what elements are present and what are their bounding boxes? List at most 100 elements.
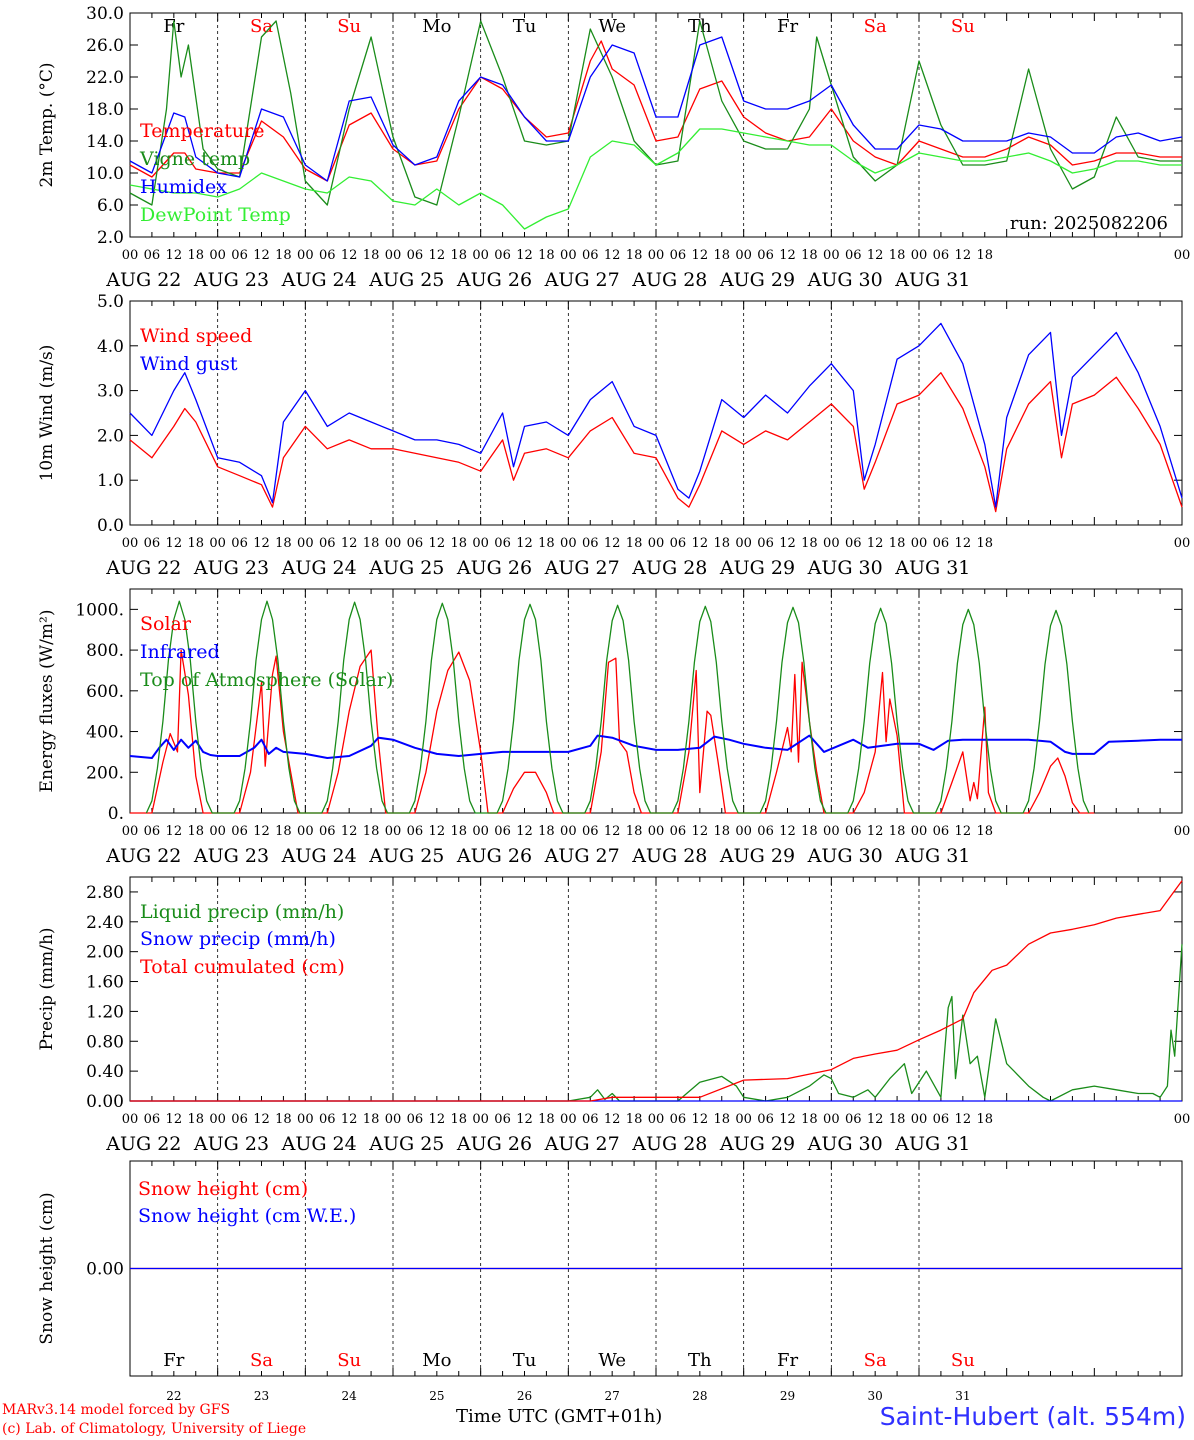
y-tick-label: 5.0	[97, 292, 124, 312]
x-hour-label: 06	[319, 536, 336, 551]
y-tick-label: 1.0	[97, 471, 124, 491]
x-hour-label: 06	[757, 248, 774, 263]
legend-entry: Solar	[140, 613, 192, 635]
x-hour-label: 18	[538, 1112, 555, 1127]
x-hour-label: 18	[976, 1112, 993, 1127]
x-hour-label: 06	[757, 536, 774, 551]
x-date-label: AUG 26	[456, 557, 532, 579]
series-line-humidex	[129, 36, 1183, 182]
series-line-wind-gust	[129, 322, 1183, 508]
station-name: Saint-Hubert (alt. 554m)	[879, 1402, 1186, 1431]
weekday-label: We	[598, 16, 626, 37]
y-tick-label: 2.00	[86, 943, 124, 963]
x-date-label: AUG 29	[719, 1133, 795, 1155]
x-hour-label: 18	[801, 824, 818, 839]
x-hour-label: 00	[1174, 1112, 1191, 1127]
y-tick-label: 22.0	[86, 68, 124, 88]
x-hour-label: 12	[867, 1112, 884, 1127]
series-line-vigne-temp	[129, 20, 1182, 206]
weekday-label: Fr	[777, 16, 798, 37]
series-line-total-cumulated-cm-	[130, 880, 1183, 1102]
x-date-label: AUG 28	[631, 557, 707, 579]
x-hour-label: 12	[692, 248, 709, 263]
x-hour-label: 12	[516, 1112, 533, 1127]
x-hour-label: 00	[735, 536, 752, 551]
legend-entry: Top of Atmosphere (Solar)	[140, 669, 393, 691]
x-hour-label: 12	[166, 1112, 183, 1127]
x-hour-label: 00	[122, 536, 139, 551]
series-line-top-of-atmosphere-solar-	[145, 600, 1090, 814]
x-hour-label: 18	[363, 824, 380, 839]
x-date-label: AUG 23	[193, 1133, 269, 1155]
y-tick-label: 0.40	[86, 1062, 124, 1082]
x-hour-label: 18	[626, 536, 643, 551]
x-date-label: AUG 30	[807, 269, 883, 291]
legend-entry: Wind gust	[140, 353, 238, 375]
x-hour-label: 12	[166, 248, 183, 263]
x-date-label: AUG 31	[894, 845, 970, 867]
x-hour-label: 06	[582, 824, 599, 839]
series-line-wind-speed	[129, 372, 1183, 513]
run-annotation: run: 2025082206	[1010, 213, 1168, 234]
x-hour-label: 06	[845, 536, 862, 551]
x-hour-label: 18	[626, 1112, 643, 1127]
x-hour-label: 00	[1174, 824, 1191, 839]
y-tick-label: 1000.	[75, 600, 124, 620]
x-hour-label: 00	[297, 1112, 314, 1127]
x-hour-label: 12	[604, 1112, 621, 1127]
x-date-label: AUG 25	[368, 269, 444, 291]
y-tick-label: 0.00	[86, 1092, 124, 1112]
x-hour-label: 00	[385, 824, 402, 839]
y-tick-label: 0.0	[97, 516, 124, 536]
x-hour-label: 00	[297, 824, 314, 839]
x-hour-label: 00	[209, 1112, 226, 1127]
meteogram: 30.0 26.0 22.0 18.0 14.0 10.0 6.0 2.0 2m Temp. (…	[37, 4, 1191, 1400]
weekday-label: Tu	[513, 1350, 537, 1371]
x-hour-label: 18	[626, 824, 643, 839]
lab-credit: (c) Lab. of Climatology, University of L…	[2, 1421, 307, 1437]
x-hour-label: 18	[275, 824, 292, 839]
x-hour-label: 00	[560, 248, 577, 263]
x-date-label: AUG 30	[807, 557, 883, 579]
x-hour-label: 12	[955, 248, 972, 263]
x-hour-label: 06	[319, 248, 336, 263]
x-hour-label: 06	[319, 824, 336, 839]
x-hour-label: 18	[713, 248, 730, 263]
x-hour-label: 00	[735, 248, 752, 263]
x-date-label: AUG 30	[807, 845, 883, 867]
x-hour-label: 06	[494, 248, 511, 263]
weekday-label: Su	[337, 16, 361, 37]
x-hour-label: 00	[209, 824, 226, 839]
x-hour-label: 12	[253, 824, 270, 839]
legend-entry: Vigne temp	[139, 148, 250, 170]
x-hour-label: 06	[582, 248, 599, 263]
model-credit: MARv3.14 model forced by GFS	[2, 1402, 231, 1418]
x-date-label: AUG 28	[631, 1133, 707, 1155]
x-hour-label: 00	[911, 1112, 928, 1127]
x-date-label: AUG 25	[368, 1133, 444, 1155]
x-hour-label: 00	[385, 536, 402, 551]
series-line-dewpoint-temp	[129, 128, 1182, 230]
x-hour-label: 06	[670, 536, 687, 551]
x-hour-label: 12	[253, 1112, 270, 1127]
x-date-label: AUG 29	[719, 557, 795, 579]
x-hour-label: 12	[955, 536, 972, 551]
x-hour-label: 12	[429, 824, 446, 839]
weekday-label: Mo	[422, 16, 451, 37]
y-tick-label: 2.0	[97, 426, 124, 446]
x-hour-label: 12	[516, 824, 533, 839]
x-hour-label: 18	[538, 248, 555, 263]
x-date-label: AUG 30	[807, 1133, 883, 1155]
day-number-label: 29	[780, 1389, 795, 1400]
x-hour-label: 18	[450, 536, 467, 551]
x-hour-label: 18	[801, 536, 818, 551]
weekday-label: Th	[688, 16, 712, 37]
x-hour-label: 12	[955, 1112, 972, 1127]
y-axis-label: 10m Wind (m/s)	[37, 345, 57, 482]
weekday-label: Sa	[250, 1350, 273, 1371]
x-date-label: AUG 23	[193, 269, 269, 291]
x-hour-label: 06	[494, 824, 511, 839]
x-hour-label: 12	[779, 1112, 796, 1127]
series-line-solar	[130, 649, 1095, 814]
x-hour-label: 06	[144, 536, 161, 551]
